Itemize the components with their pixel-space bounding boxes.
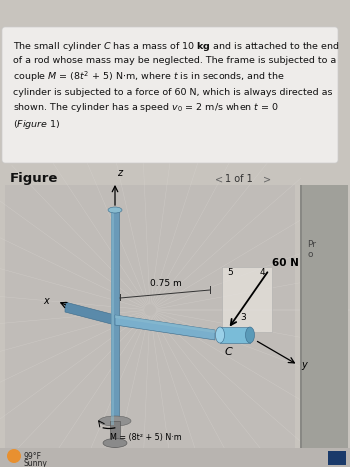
Polygon shape (115, 315, 215, 333)
Ellipse shape (108, 207, 122, 213)
Bar (110, 421, 120, 439)
FancyBboxPatch shape (300, 185, 348, 450)
FancyBboxPatch shape (2, 27, 338, 163)
Bar (300, 185, 302, 450)
Ellipse shape (245, 327, 254, 343)
Ellipse shape (99, 416, 131, 426)
Text: Sunny: Sunny (24, 459, 48, 467)
Text: 60 N: 60 N (272, 258, 299, 268)
Text: 1 of 1: 1 of 1 (225, 174, 253, 184)
Polygon shape (115, 315, 215, 340)
Text: <: < (215, 174, 223, 184)
Text: x: x (43, 296, 49, 306)
Circle shape (7, 449, 21, 463)
Text: M = (8t² + 5) N·m: M = (8t² + 5) N·m (110, 433, 182, 442)
Ellipse shape (103, 439, 127, 447)
Bar (0, 448, 350, 467)
FancyBboxPatch shape (5, 185, 295, 450)
Text: 5: 5 (227, 268, 233, 277)
Text: 99°F: 99°F (24, 452, 42, 461)
Text: C: C (224, 347, 232, 357)
Polygon shape (220, 327, 250, 343)
Text: z: z (117, 168, 122, 178)
FancyBboxPatch shape (222, 267, 272, 332)
Text: Pr: Pr (307, 240, 316, 249)
Text: 4: 4 (260, 268, 266, 277)
Text: o: o (307, 250, 313, 259)
Text: y: y (301, 360, 307, 370)
Text: 0.75 m: 0.75 m (150, 279, 182, 288)
Bar (328, 451, 346, 465)
Text: >: > (263, 174, 271, 184)
Polygon shape (65, 302, 115, 325)
Ellipse shape (108, 448, 122, 454)
Ellipse shape (216, 327, 224, 343)
Text: The small cylinder $\it{C}$ has a mass of 10 $\bf{kg}$ and is attached to the en: The small cylinder $\it{C}$ has a mass o… (13, 40, 340, 131)
Text: 3: 3 (240, 313, 246, 322)
Bar (111, 210, 114, 425)
Text: Figure: Figure (10, 172, 58, 185)
Bar (111, 210, 119, 425)
